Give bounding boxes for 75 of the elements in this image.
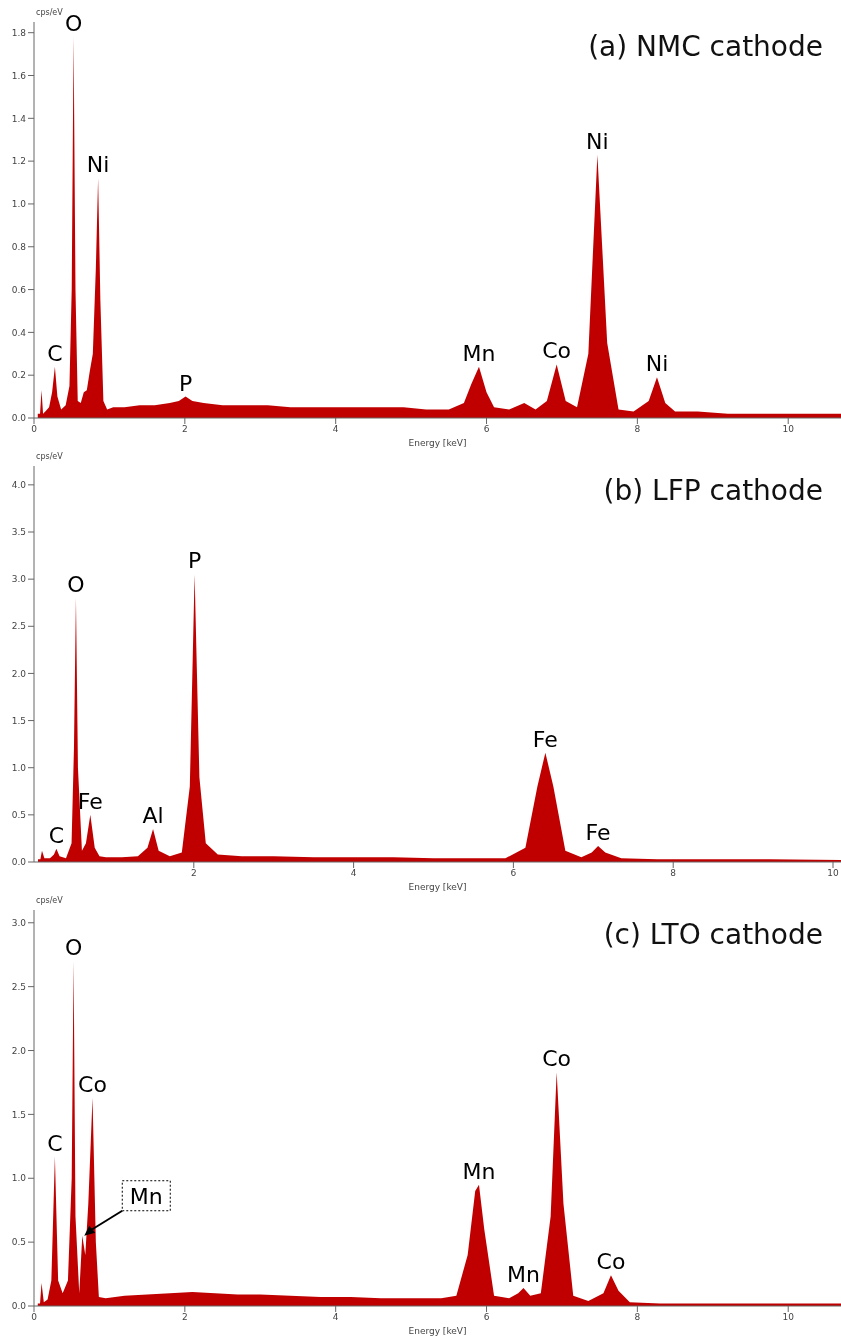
y-tick-label: 1.5 xyxy=(11,715,26,726)
x-tick-label: 0 xyxy=(31,1312,38,1323)
x-tick-label: 0 xyxy=(31,424,38,435)
x-tick-label: 2 xyxy=(181,424,188,435)
annotation: Fe xyxy=(532,726,558,752)
annotation: Ni xyxy=(645,351,669,377)
x-tick-label: 8 xyxy=(670,868,677,879)
y-tick-label: 0.5 xyxy=(11,1237,26,1248)
annotation: Co xyxy=(596,1249,626,1275)
annotation: Ni xyxy=(586,128,609,154)
x-tick-label: 6 xyxy=(510,868,517,879)
annotation: C xyxy=(48,822,65,848)
annotation: Al xyxy=(142,803,164,828)
annotation: Fe xyxy=(77,788,103,814)
y-tick-label: 3.5 xyxy=(11,527,26,538)
y-tick-label: 2.0 xyxy=(11,1045,27,1056)
x-tick-label: 6 xyxy=(483,424,490,435)
y-tick-label: 3.0 xyxy=(11,917,27,928)
annotation: Fe xyxy=(585,819,611,845)
y-tick-label: 1.0 xyxy=(11,199,27,210)
y-tick-label: 0.2 xyxy=(11,370,26,381)
chart-title: (c) LTO cathode xyxy=(603,918,823,951)
annotation: C xyxy=(47,340,63,366)
annotation: Mn xyxy=(462,1158,496,1184)
y-tick-label: 1.2 xyxy=(11,156,26,167)
annotation: O xyxy=(64,935,83,961)
y-tick-label: 1.0 xyxy=(11,762,27,773)
y-tick-label: 0.5 xyxy=(11,810,26,821)
x-tick-label: 4 xyxy=(332,424,339,435)
annotation: C xyxy=(47,1130,63,1156)
x-tick-label: 2 xyxy=(181,1312,188,1323)
y-tick-label: 0.0 xyxy=(11,1301,27,1312)
annotation: Mn xyxy=(507,1262,540,1288)
y-tick-label: 0.0 xyxy=(11,857,27,868)
x-tick-label: 2 xyxy=(190,868,197,879)
annotation: Co xyxy=(78,1071,107,1097)
x-axis-title: Energy [keV] xyxy=(408,882,467,892)
y-tick-label: 2.5 xyxy=(11,981,26,992)
y-tick-label: 1.4 xyxy=(11,113,27,124)
y-tick-label: 1.6 xyxy=(11,70,27,81)
y-axis-title: cps/eV xyxy=(36,8,63,17)
x-tick-label: 10 xyxy=(782,1312,795,1323)
x-tick-label: 10 xyxy=(827,868,840,879)
y-tick-label: 0.6 xyxy=(11,284,27,295)
x-tick-label: 6 xyxy=(483,1312,490,1323)
annotation: O xyxy=(67,572,85,597)
y-tick-label: 3.0 xyxy=(11,574,27,585)
annotation: P xyxy=(178,370,193,396)
y-tick-label: 4.0 xyxy=(11,480,27,491)
chart-title: (b) LFP cathode xyxy=(603,474,823,507)
x-tick-label: 8 xyxy=(634,424,641,435)
x-tick-label: 10 xyxy=(782,424,795,435)
y-tick-label: 2.5 xyxy=(11,621,26,632)
x-tick-label: 4 xyxy=(332,1312,339,1323)
x-tick-label: 4 xyxy=(350,868,357,879)
x-axis-title: Energy [keV] xyxy=(408,1326,467,1336)
annotation: P xyxy=(187,548,202,574)
x-axis-title: Energy [keV] xyxy=(408,438,467,448)
chart-title: (a) NMC cathode xyxy=(588,30,823,63)
annotation: Mn xyxy=(462,340,496,366)
y-axis-title: cps/eV xyxy=(36,452,63,461)
y-tick-label: 0.4 xyxy=(11,327,27,338)
annotation: Co xyxy=(542,1046,572,1072)
y-tick-label: 2.0 xyxy=(11,668,27,679)
y-tick-label: 0.0 xyxy=(11,413,27,424)
y-tick-label: 1.5 xyxy=(11,1109,26,1120)
y-axis-title: cps/eV xyxy=(36,896,63,905)
x-tick-label: 8 xyxy=(634,1312,641,1323)
annotation: Mn xyxy=(129,1183,163,1209)
annotation: Co xyxy=(542,338,572,364)
y-tick-label: 1.8 xyxy=(11,27,27,38)
annotation: Ni xyxy=(86,152,110,178)
annotation: O xyxy=(64,10,83,36)
y-tick-label: 0.8 xyxy=(11,241,27,252)
y-tick-label: 1.0 xyxy=(11,1173,27,1184)
